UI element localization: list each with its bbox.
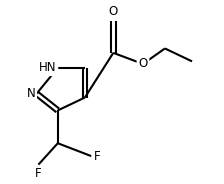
Text: F: F (93, 150, 100, 163)
Text: F: F (35, 167, 42, 180)
Text: N: N (27, 87, 35, 100)
Text: HN: HN (39, 61, 56, 74)
Text: O: O (109, 5, 118, 18)
Text: O: O (138, 57, 148, 70)
